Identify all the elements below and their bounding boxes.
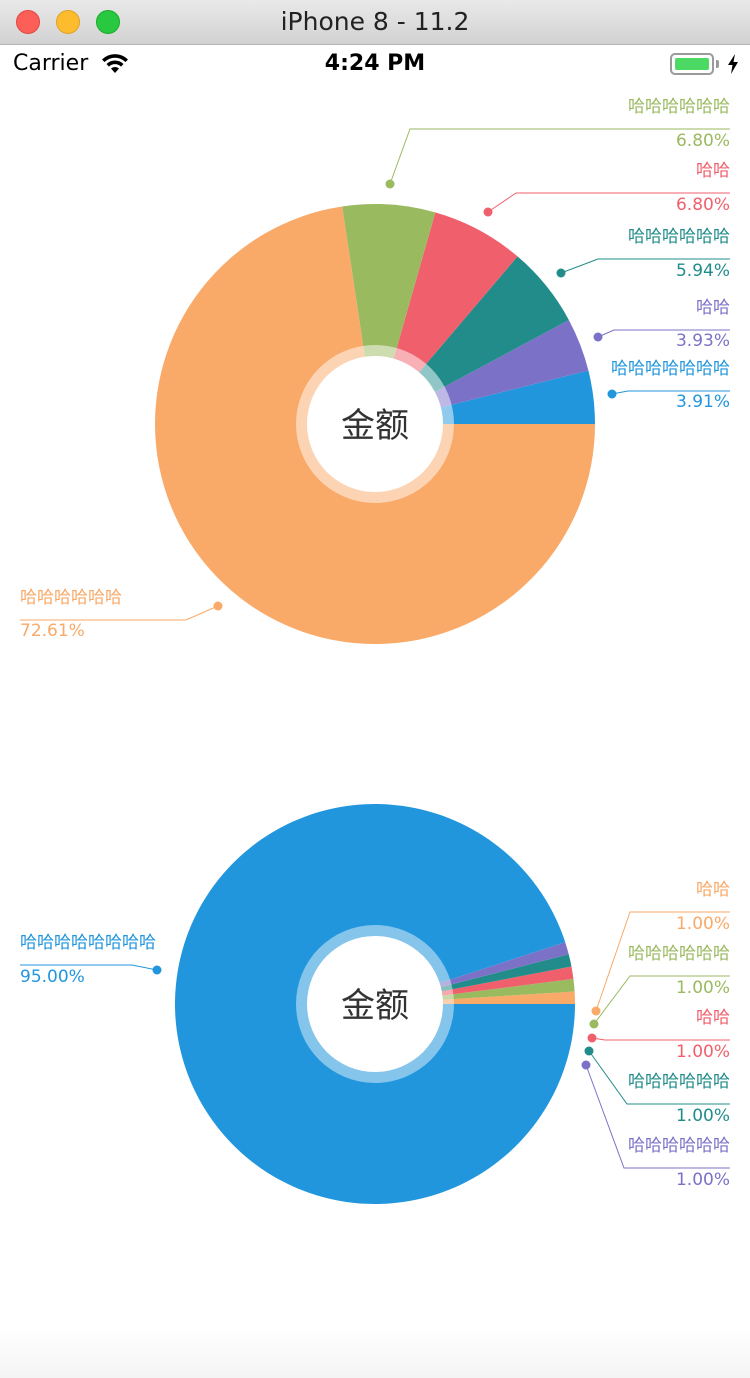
slice-label: 哈哈哈哈哈哈 <box>628 1136 730 1156</box>
charging-bolt-icon <box>726 53 740 79</box>
leader-line <box>560 258 730 274</box>
center-label: 金额 <box>341 986 409 1026</box>
donut-chart-2: 金额哈哈1.00%哈哈哈哈哈哈1.00%哈哈1.00%哈哈哈哈哈哈1.00%哈哈… <box>20 804 730 1204</box>
slice-label: 哈哈 <box>696 1008 730 1028</box>
leader-line <box>20 964 158 971</box>
status-bar: Carrier 4:24 PM <box>0 45 750 85</box>
status-time: 4:24 PM <box>324 51 426 76</box>
leader-line <box>389 128 730 185</box>
leader-line <box>595 911 730 1012</box>
slice-label: 哈哈哈哈哈哈 <box>628 97 730 117</box>
pie-slice <box>342 203 436 424</box>
slice-label: 哈哈哈哈哈哈哈哈 <box>20 933 156 953</box>
leader-line <box>611 390 730 395</box>
wifi-icon <box>100 53 130 79</box>
window-title: iPhone 8 - 11.2 <box>280 7 470 36</box>
slice-percent-label: 3.91% <box>676 392 730 412</box>
close-window-button[interactable] <box>16 10 40 34</box>
battery-icon <box>670 53 714 75</box>
leader-dot <box>385 179 395 189</box>
leader-line <box>597 329 730 338</box>
leader-line <box>20 605 219 621</box>
leader-dot <box>607 389 617 399</box>
leader-dot <box>213 601 223 611</box>
donut-hole <box>307 936 443 1072</box>
window-title-bar: iPhone 8 - 11.2 <box>0 0 750 45</box>
leader-dot <box>587 1033 597 1043</box>
slice-label: 哈哈哈哈哈哈 <box>628 227 730 247</box>
slice-label: 哈哈 <box>696 880 730 900</box>
slice-percent-label: 95.00% <box>20 967 85 987</box>
slice-percent-label: 3.93% <box>676 331 730 351</box>
leader-dot <box>591 1006 601 1016</box>
leader-line <box>588 1050 730 1105</box>
donut-hole <box>307 356 443 492</box>
carrier-label: Carrier <box>13 51 89 76</box>
slice-percent-label: 1.00% <box>676 914 730 934</box>
slice-label: 哈哈哈哈哈哈 <box>20 588 122 608</box>
slice-percent-label: 6.80% <box>676 131 730 151</box>
slice-percent-label: 5.94% <box>676 261 730 281</box>
leader-dot <box>589 1019 599 1029</box>
leader-dot <box>152 965 162 975</box>
center-label: 金额 <box>341 406 409 446</box>
slice-percent-label: 1.00% <box>676 1106 730 1126</box>
slice-percent-label: 1.00% <box>676 1170 730 1190</box>
leader-line <box>593 975 730 1025</box>
zoom-window-button[interactable] <box>96 10 120 34</box>
leader-line <box>585 1064 730 1169</box>
leader-dot <box>556 268 566 278</box>
slice-percent-label: 1.00% <box>676 978 730 998</box>
slice-percent-label: 6.80% <box>676 195 730 215</box>
leader-line <box>487 192 730 213</box>
leader-dot <box>483 207 493 217</box>
slice-label: 哈哈 <box>696 298 730 318</box>
slice-label: 哈哈哈哈哈哈哈 <box>611 359 730 379</box>
leader-dot <box>584 1046 594 1056</box>
battery-tip <box>716 60 719 68</box>
donut-chart-1: 金额 哈哈哈哈哈哈哈 3.91% 哈哈 3.93% 哈哈哈哈哈哈 5.94% 哈哈 6.80% 哈… <box>20 97 730 645</box>
leader-line <box>591 1037 730 1041</box>
slice-label: 哈哈哈哈哈哈 <box>628 944 730 964</box>
slice-percent-label: 1.00% <box>676 1042 730 1062</box>
slice-percent-label: 72.61% <box>20 621 85 641</box>
bottom-bar <box>0 1330 750 1378</box>
minimize-window-button[interactable] <box>56 10 80 34</box>
leader-dot <box>593 332 603 342</box>
slice-label: 哈哈 <box>696 161 730 181</box>
slice-label: 哈哈哈哈哈哈 <box>628 1072 730 1092</box>
leader-dot <box>581 1060 591 1070</box>
